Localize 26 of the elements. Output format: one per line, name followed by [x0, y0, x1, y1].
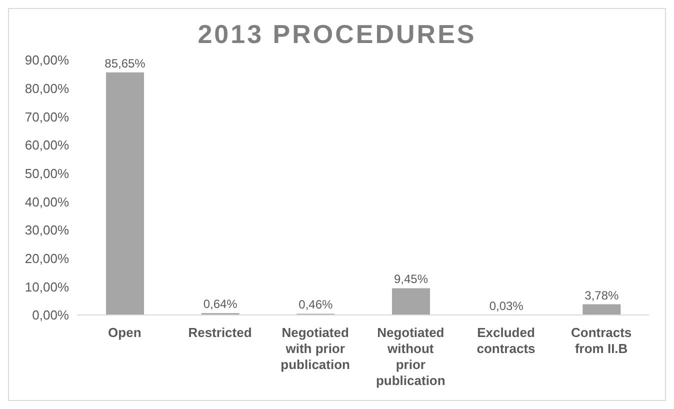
- data-label: 9,45%: [394, 272, 428, 286]
- y-tick-label: 80,00%: [24, 80, 70, 96]
- y-tick-label: 10,00%: [24, 279, 70, 294]
- data-label: 0,03%: [489, 298, 524, 313]
- y-tick-label: 20,00%: [24, 250, 70, 266]
- data-label: 0,46%: [298, 298, 334, 312]
- bar: [106, 72, 144, 315]
- y-tick-label: 90,00%: [24, 52, 70, 68]
- data-label: 3,78%: [584, 288, 620, 302]
- x-tick-label: Open: [108, 325, 142, 340]
- y-tick-label: 50,00%: [24, 166, 70, 181]
- y-tick-label: 30,00%: [24, 222, 70, 238]
- y-tick-label: 0,00%: [32, 308, 70, 323]
- x-tick-label: Contracts from II.B: [570, 325, 632, 356]
- y-tick-label: 60,00%: [24, 138, 70, 153]
- y-tick-label: 40,00%: [24, 194, 70, 210]
- x-tick-label: Negotiated with prior publication: [280, 325, 350, 372]
- bar: [392, 288, 430, 315]
- data-label: 0,64%: [203, 297, 238, 312]
- x-tick-label: Restricted: [188, 325, 252, 340]
- data-label: 85,65%: [104, 56, 146, 70]
- bar: [582, 304, 621, 315]
- x-tick-label: Excluded contracts: [476, 325, 536, 356]
- x-tick-label: Negotiated without prior publication: [376, 325, 446, 388]
- y-tick-label: 70,00%: [24, 109, 70, 124]
- chart-title: 2013 PROCEDURES: [196, 19, 478, 50]
